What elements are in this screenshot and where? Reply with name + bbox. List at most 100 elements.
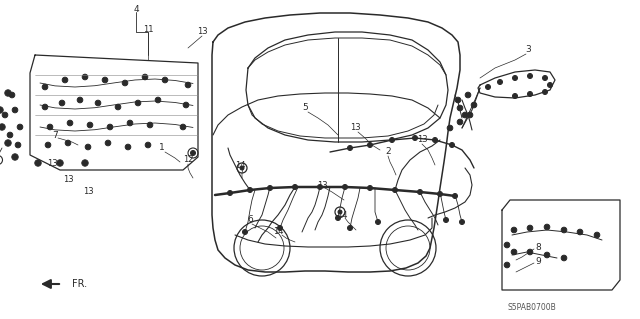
- Circle shape: [85, 144, 91, 150]
- Circle shape: [513, 93, 518, 99]
- Circle shape: [67, 120, 73, 126]
- Circle shape: [392, 188, 397, 192]
- Circle shape: [348, 226, 353, 231]
- Circle shape: [561, 227, 567, 233]
- Circle shape: [65, 140, 71, 146]
- Circle shape: [447, 125, 453, 131]
- Circle shape: [455, 97, 461, 103]
- Circle shape: [471, 102, 477, 108]
- Circle shape: [543, 76, 547, 80]
- Circle shape: [17, 124, 23, 130]
- Circle shape: [115, 104, 121, 110]
- Text: 7: 7: [52, 130, 58, 139]
- Circle shape: [452, 194, 458, 198]
- Circle shape: [338, 210, 342, 214]
- Circle shape: [504, 262, 510, 268]
- Circle shape: [12, 107, 18, 113]
- Circle shape: [77, 97, 83, 103]
- Circle shape: [376, 219, 381, 225]
- Circle shape: [511, 227, 517, 233]
- Circle shape: [449, 143, 454, 147]
- Circle shape: [127, 120, 133, 126]
- Circle shape: [444, 218, 449, 222]
- Circle shape: [145, 142, 151, 148]
- Circle shape: [438, 191, 442, 197]
- Circle shape: [62, 77, 68, 83]
- Text: 6: 6: [247, 216, 253, 225]
- Circle shape: [162, 77, 168, 83]
- Circle shape: [543, 90, 547, 94]
- Circle shape: [42, 104, 48, 110]
- Circle shape: [292, 184, 298, 189]
- Circle shape: [15, 142, 20, 148]
- Circle shape: [367, 186, 372, 190]
- Circle shape: [278, 226, 282, 231]
- Circle shape: [467, 112, 473, 118]
- Text: 5: 5: [302, 103, 308, 113]
- Circle shape: [497, 79, 502, 85]
- Text: 13: 13: [196, 27, 207, 36]
- Circle shape: [87, 122, 93, 128]
- Circle shape: [527, 92, 532, 97]
- Text: 13: 13: [349, 123, 360, 132]
- Circle shape: [527, 225, 532, 231]
- Circle shape: [95, 100, 101, 106]
- Circle shape: [417, 189, 422, 195]
- Circle shape: [185, 82, 191, 88]
- Circle shape: [191, 151, 195, 155]
- Circle shape: [544, 224, 550, 230]
- Circle shape: [147, 122, 153, 128]
- Circle shape: [317, 184, 323, 189]
- Circle shape: [82, 74, 88, 80]
- Circle shape: [5, 90, 11, 96]
- Text: 13: 13: [317, 181, 327, 189]
- Text: 9: 9: [535, 256, 541, 265]
- Circle shape: [248, 188, 253, 192]
- Circle shape: [413, 136, 417, 140]
- Circle shape: [527, 73, 532, 78]
- Circle shape: [486, 85, 490, 90]
- Circle shape: [367, 143, 372, 147]
- Circle shape: [544, 252, 550, 258]
- Text: 1: 1: [159, 144, 165, 152]
- Circle shape: [390, 137, 394, 143]
- Circle shape: [122, 80, 128, 86]
- Circle shape: [183, 102, 189, 108]
- Text: 11: 11: [143, 26, 153, 34]
- Circle shape: [105, 140, 111, 146]
- Circle shape: [60, 100, 65, 106]
- Circle shape: [47, 124, 53, 130]
- Text: 3: 3: [525, 46, 531, 55]
- Circle shape: [335, 216, 340, 220]
- Circle shape: [243, 229, 248, 234]
- Text: S5PAB0700B: S5PAB0700B: [508, 303, 556, 313]
- Circle shape: [342, 184, 348, 189]
- Circle shape: [9, 92, 15, 98]
- Circle shape: [460, 219, 465, 225]
- Circle shape: [547, 83, 552, 87]
- Circle shape: [513, 76, 518, 80]
- Circle shape: [457, 119, 463, 125]
- Circle shape: [125, 144, 131, 150]
- Circle shape: [155, 97, 161, 103]
- Text: 4: 4: [133, 5, 139, 14]
- Circle shape: [35, 160, 41, 166]
- Text: 13: 13: [47, 159, 58, 167]
- Text: 8: 8: [535, 242, 541, 251]
- Text: 14: 14: [337, 211, 348, 219]
- Circle shape: [457, 105, 463, 111]
- Circle shape: [0, 107, 3, 113]
- Circle shape: [240, 166, 244, 170]
- Circle shape: [180, 124, 186, 130]
- Circle shape: [135, 100, 141, 106]
- Text: 12: 12: [183, 155, 193, 165]
- Circle shape: [42, 84, 48, 90]
- Circle shape: [82, 160, 88, 166]
- Text: 13: 13: [417, 136, 428, 145]
- Text: 14: 14: [235, 160, 245, 169]
- Text: FR.: FR.: [72, 279, 87, 289]
- Circle shape: [5, 140, 11, 146]
- Circle shape: [7, 132, 13, 138]
- Circle shape: [57, 160, 63, 166]
- Circle shape: [462, 112, 468, 118]
